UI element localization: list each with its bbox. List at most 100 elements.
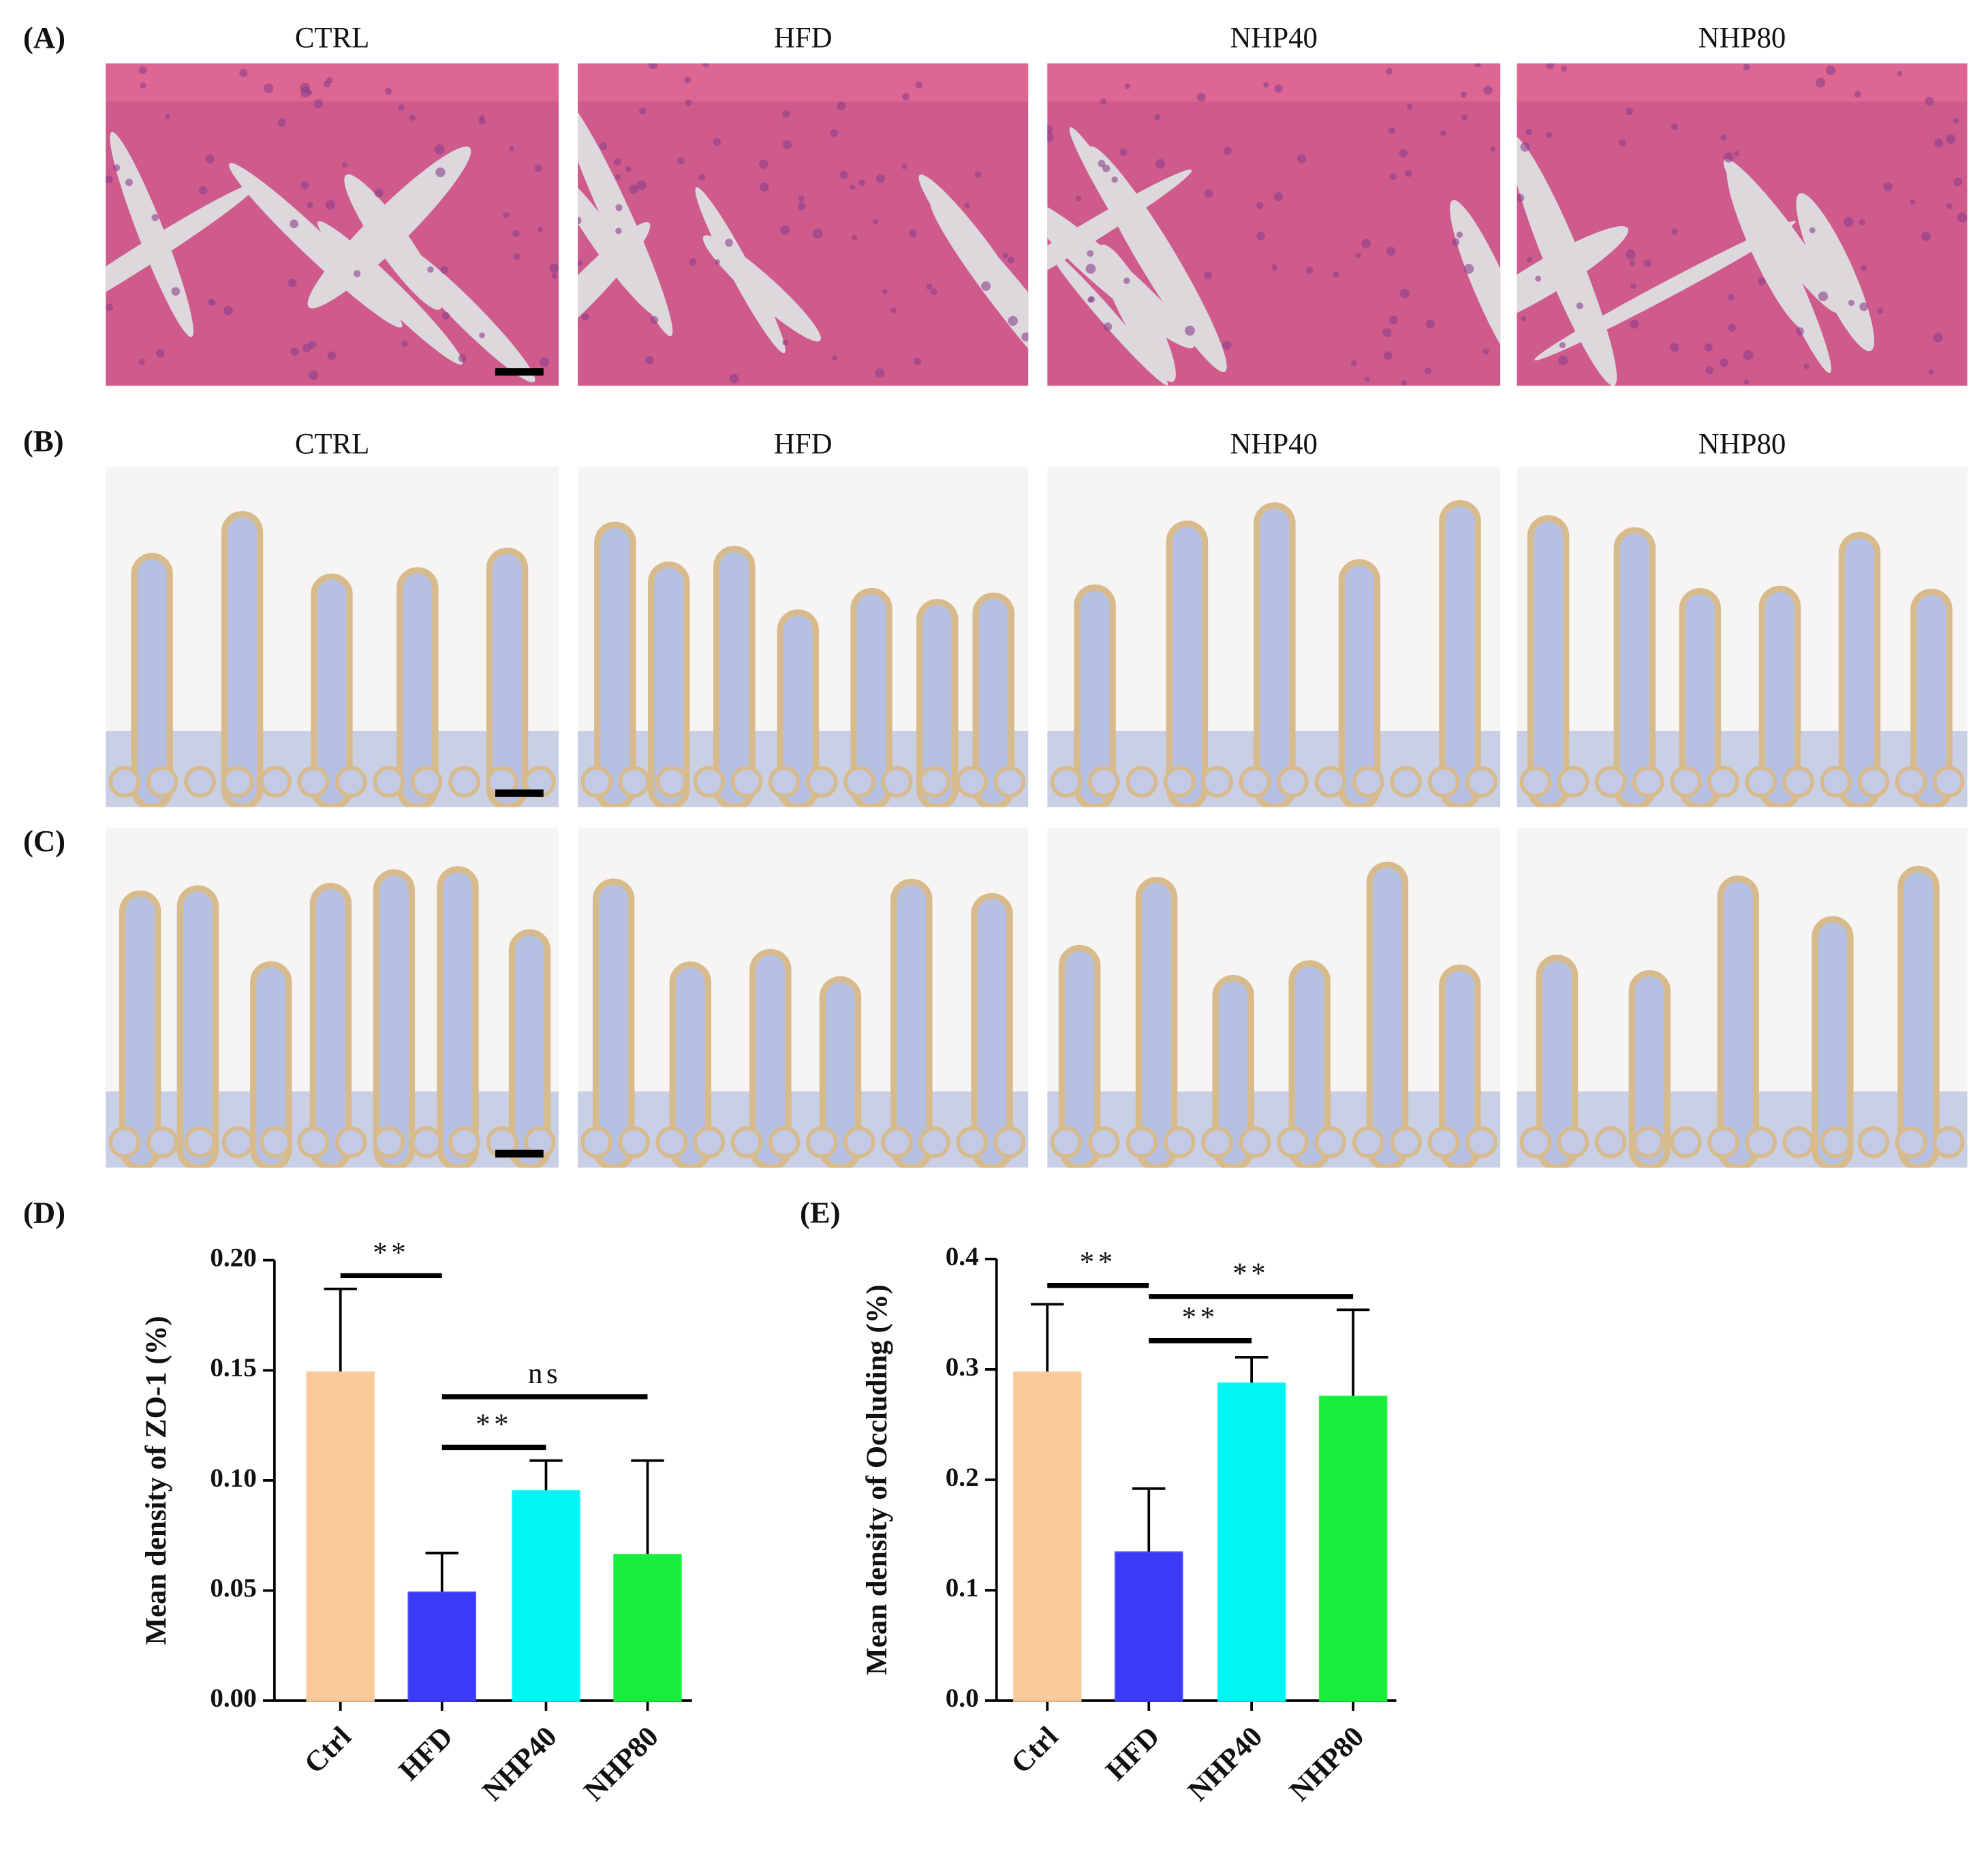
villus xyxy=(176,885,219,1168)
nucleus xyxy=(782,140,792,149)
nucleus xyxy=(725,238,733,247)
nucleus xyxy=(1002,252,1008,259)
nucleus xyxy=(1405,170,1412,177)
crypt xyxy=(184,766,216,798)
villus xyxy=(437,866,479,1168)
lumen xyxy=(578,222,651,356)
crypt xyxy=(335,1126,367,1158)
nucleus xyxy=(1223,146,1232,155)
nucleus xyxy=(1629,260,1636,266)
crypt xyxy=(1050,1126,1083,1158)
villus xyxy=(1166,521,1209,807)
nucleus xyxy=(1825,65,1835,76)
nucleus xyxy=(1460,91,1467,98)
lumen xyxy=(695,187,786,354)
crypt xyxy=(1427,766,1460,798)
scale-bar xyxy=(495,368,544,376)
nucleus xyxy=(106,175,113,184)
nucleus xyxy=(479,332,485,339)
crypt xyxy=(297,1126,330,1158)
nucleus xyxy=(398,104,405,111)
nucleus xyxy=(534,164,542,172)
villus xyxy=(819,976,862,1168)
crypt xyxy=(1707,1126,1739,1158)
nucleus xyxy=(1401,380,1408,386)
nucleus xyxy=(1119,148,1128,157)
nucleus xyxy=(908,229,917,238)
nucleus xyxy=(685,99,692,106)
villus xyxy=(916,599,959,807)
crypt xyxy=(618,1126,650,1158)
x-tick-label: NHP40 xyxy=(1182,1720,1269,1807)
nucleus xyxy=(409,114,416,121)
villus xyxy=(1527,515,1570,807)
nucleus xyxy=(1546,131,1552,138)
crypt xyxy=(1632,766,1664,798)
nucleus xyxy=(780,225,790,235)
x-tick-label: NHP40 xyxy=(476,1720,563,1807)
nucleus xyxy=(915,81,922,89)
crypt xyxy=(1201,1126,1233,1158)
nucleus xyxy=(930,288,937,295)
crypt xyxy=(918,766,950,798)
nucleus xyxy=(1399,149,1408,158)
image-title: CTRL xyxy=(295,22,369,54)
villus xyxy=(1288,960,1331,1168)
nucleus xyxy=(113,164,121,172)
nucleus xyxy=(926,283,933,290)
y-axis-label: Mean density of ZO-1 (%) xyxy=(140,1316,172,1645)
nucleus xyxy=(1758,277,1766,285)
nucleus xyxy=(1047,125,1053,134)
nucleus xyxy=(503,212,510,219)
nucleus xyxy=(615,204,623,211)
mucosa-base xyxy=(1517,730,1968,807)
crypt xyxy=(184,1126,216,1158)
nucleus xyxy=(698,174,706,181)
nucleus xyxy=(1705,366,1713,375)
image-title: NHP40 xyxy=(1230,429,1318,461)
nucleus xyxy=(441,311,450,320)
nucleus xyxy=(1928,369,1934,375)
nucleus xyxy=(1558,355,1568,365)
crypt xyxy=(956,766,988,798)
villus xyxy=(119,890,161,1168)
nucleus xyxy=(1364,376,1370,382)
nucleus xyxy=(1743,379,1750,385)
villus xyxy=(1628,970,1671,1168)
lumen xyxy=(1047,197,1195,349)
nucleus xyxy=(1933,332,1943,343)
nucleus xyxy=(1256,232,1265,241)
villus xyxy=(592,878,635,1168)
crypt xyxy=(1519,1126,1552,1158)
crypt xyxy=(1465,766,1497,798)
crypt xyxy=(146,766,178,798)
micrograph xyxy=(1047,827,1501,1168)
nucleus xyxy=(1934,138,1944,148)
x-tick-label: Ctrl xyxy=(298,1720,358,1780)
nucleus xyxy=(858,179,865,187)
nucleus xyxy=(1525,128,1532,136)
villus xyxy=(971,893,1013,1168)
nucleus xyxy=(714,259,720,265)
nucleus xyxy=(648,63,658,69)
micrograph xyxy=(1517,467,1968,807)
villus xyxy=(131,553,173,807)
nucleus xyxy=(974,171,982,178)
bar xyxy=(1114,1551,1183,1702)
nucleus xyxy=(435,144,445,155)
nucleus xyxy=(1521,315,1527,322)
nucleus xyxy=(1205,189,1213,198)
nucleus xyxy=(353,270,361,277)
crypt xyxy=(410,1126,443,1158)
nucleus xyxy=(901,164,907,170)
mucosa-base xyxy=(1047,1091,1501,1168)
nucleus xyxy=(1796,327,1804,336)
nucleus xyxy=(384,87,392,95)
villus xyxy=(594,521,636,807)
nucleus xyxy=(1204,271,1213,280)
y-tick-label: 0.05 xyxy=(210,1573,256,1602)
crypt xyxy=(618,766,650,798)
nucleus xyxy=(645,356,654,365)
nucleus xyxy=(313,99,323,109)
nucleus xyxy=(1456,231,1463,238)
